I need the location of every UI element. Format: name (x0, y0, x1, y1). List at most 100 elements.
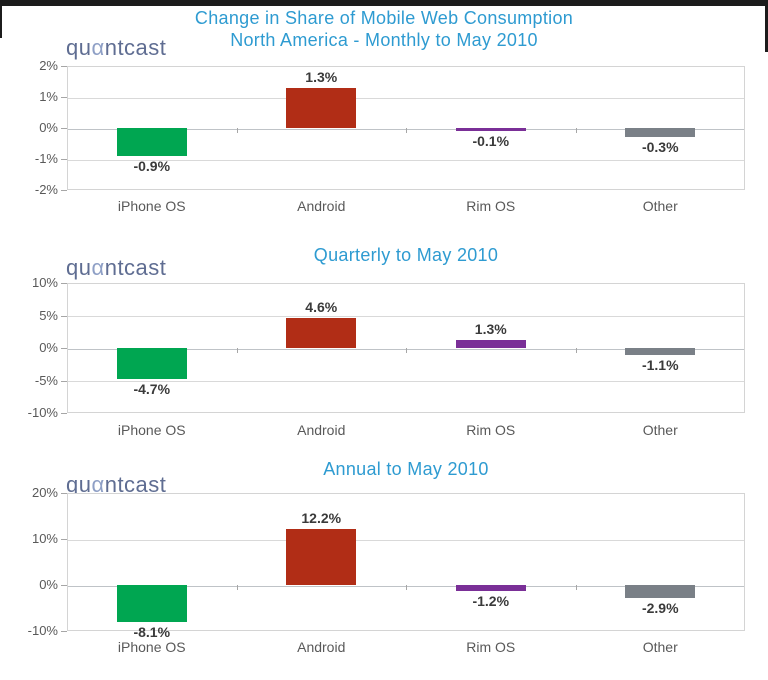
x-axis-tick-mark (236, 585, 238, 590)
y-axis-tick-label: 20% (31, 485, 58, 500)
bar-other (625, 585, 696, 599)
bar-android (286, 528, 357, 585)
page-title-line2: North America - Monthly to May 2010 (230, 30, 538, 50)
y-axis-tick-label: -10% (27, 623, 58, 638)
chart-quarterly: Quarterly to May 2010 quαntcast 10% 5% 0% -5%… (0, 220, 768, 440)
quantcast-logo-text: α (91, 472, 105, 497)
category-label-other: Other (642, 639, 678, 655)
y-axis-tick-mark (61, 128, 67, 129)
gridline (68, 539, 744, 541)
bar-iphone-os (116, 128, 187, 156)
chart-monthly: quαntcast 2% 1% 0% -1% -2% -0.9% iPhone OS 1.3% A… (0, 0, 768, 220)
quantcast-logo-text: qu (66, 472, 92, 497)
value-label-rim-os: 1.3% (474, 320, 507, 337)
quantcast-logo-text: ntcast (104, 35, 167, 60)
quantcast-logo: quαntcast (66, 256, 166, 280)
window-edge-left (0, 6, 2, 38)
bar-rim-os (455, 339, 526, 348)
y-axis-tick-mark (61, 66, 67, 67)
bar-android (286, 318, 357, 348)
category-label-iphone-os: iPhone OS (117, 198, 186, 214)
x-axis-tick-mark (575, 348, 577, 353)
category-label-rim-os: Rim OS (466, 198, 516, 214)
y-axis-tick-mark (61, 585, 67, 586)
bar-rim-os (455, 585, 526, 591)
value-label-iphone-os: -0.9% (133, 157, 171, 174)
y-axis-tick-label: -1% (34, 151, 58, 166)
value-label-iphone-os: -4.7% (133, 380, 171, 397)
y-axis-tick-mark (61, 283, 67, 284)
quantcast-logo-text: ntcast (104, 472, 167, 497)
x-axis-tick-mark (575, 128, 577, 133)
quantcast-logo-text: α (91, 35, 105, 60)
value-label-iphone-os: -8.1% (133, 624, 171, 641)
x-axis-tick-mark (406, 348, 407, 353)
category-label-iphone-os: iPhone OS (117, 639, 186, 655)
value-label-android: 4.6% (305, 299, 338, 316)
chart-title-quarterly: Quarterly to May 2010 (313, 245, 499, 265)
value-label-other: -2.9% (641, 600, 679, 617)
bar-iphone-os (116, 348, 187, 379)
x-axis-tick-mark (406, 128, 407, 133)
bar-iphone-os (116, 585, 187, 623)
value-label-rim-os: -1.2% (472, 592, 510, 609)
category-label-android: Android (297, 639, 346, 655)
page-title: Change in Share of Mobile Web Consumptio… (0, 7, 768, 51)
category-label-iphone-os: iPhone OS (117, 422, 186, 438)
bar-rim-os (455, 128, 526, 132)
y-axis-tick-label: 1% (39, 89, 58, 104)
x-axis-tick-mark (406, 585, 407, 590)
y-axis-tick-label: -2% (34, 182, 58, 197)
window-edge-top (0, 0, 768, 6)
value-label-other: -1.1% (641, 357, 679, 374)
quantcast-logo: quαntcast (66, 473, 166, 497)
bar-other (625, 128, 696, 138)
y-axis-tick-label: 0% (39, 120, 58, 135)
value-label-android: 12.2% (301, 509, 342, 526)
quantcast-logo-text: ntcast (104, 255, 167, 280)
category-label-android: Android (297, 198, 346, 214)
y-axis-tick-mark (61, 380, 67, 382)
chart-title-annual: Annual to May 2010 (323, 459, 489, 479)
y-axis-tick-mark (61, 413, 67, 414)
y-axis-tick-mark (61, 539, 67, 540)
y-axis-tick-label: -5% (34, 372, 58, 388)
value-label-android: 1.3% (305, 68, 338, 85)
gridline (68, 316, 744, 317)
y-axis-tick-mark (61, 97, 67, 98)
y-axis-tick-label: 0% (39, 340, 58, 355)
y-axis-tick-mark (61, 159, 67, 160)
y-axis-tick-label: 5% (39, 307, 58, 323)
category-label-other: Other (642, 422, 678, 438)
category-label-other: Other (642, 198, 678, 214)
bar-other (625, 348, 696, 356)
y-axis-tick-label: -10% (27, 405, 58, 420)
y-axis-tick-label: 10% (31, 531, 58, 546)
quantcast-logo-text: qu (66, 35, 92, 60)
x-axis-tick-mark (236, 348, 238, 353)
window-edge-right (765, 6, 768, 52)
gridline (68, 159, 744, 161)
category-label-android: Android (297, 422, 346, 438)
quantcast-logo-text: qu (66, 255, 92, 280)
gridline (68, 97, 744, 99)
y-axis-tick-label: 10% (31, 275, 58, 290)
quantcast-logo: quαntcast (66, 36, 166, 60)
y-axis-tick-mark (61, 348, 67, 349)
y-axis-tick-mark (61, 315, 67, 317)
chart-annual: Annual to May 2010 quαntcast 20% 10% 0% -10% -… (0, 440, 768, 680)
y-axis-tick-mark (61, 631, 67, 632)
page-title-line1: Change in Share of Mobile Web Consumptio… (194, 8, 574, 28)
x-axis-tick-mark (236, 128, 238, 133)
x-axis-tick-mark (575, 585, 577, 590)
y-axis-tick-label: 2% (39, 58, 58, 73)
y-axis-tick-mark (61, 493, 67, 494)
bar-android (286, 87, 357, 128)
y-axis-tick-label: 0% (39, 577, 58, 592)
category-label-rim-os: Rim OS (466, 639, 516, 655)
gridline (68, 381, 744, 382)
quantcast-logo-text: α (91, 255, 105, 280)
value-label-rim-os: -0.1% (472, 133, 510, 150)
value-label-other: -0.3% (641, 139, 679, 156)
